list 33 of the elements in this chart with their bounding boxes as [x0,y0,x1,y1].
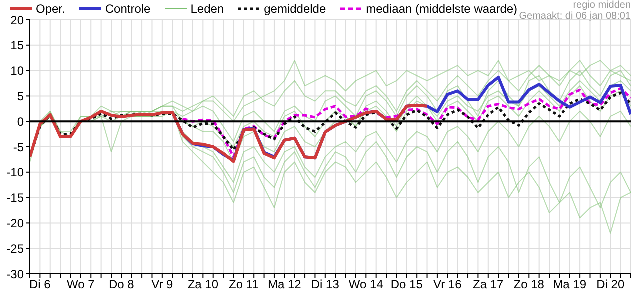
x-tick-label: Di 6 [30,278,52,292]
annotation: Gemaakt: di 06 jan 08:01 [519,11,631,22]
y-tick-label: -20 [6,216,24,230]
x-tick-label: Wo 7 [67,278,96,292]
y-tick-label: -30 [6,267,24,282]
x-tick-label: Ma 19 [553,278,587,292]
legend-label: gemiddelde [264,2,326,16]
y-tick-label: -5 [13,140,24,154]
legend-label: Leden [190,2,224,16]
x-tick-label: Zo 11 [229,278,260,292]
x-tick-label: Do 8 [109,278,135,292]
x-tick-label: Ma 12 [268,278,302,292]
x-tick-label: Zo 18 [514,278,545,292]
x-tick-label: Za 10 [188,278,219,292]
x-tick-label: Vr 16 [434,278,462,292]
x-tick-label: Di 20 [596,278,625,292]
y-tick-label: 10 [10,64,24,78]
y-tick-label: -15 [6,191,24,206]
y-tick-label: -10 [6,166,24,180]
y-tick-label: -25 [6,242,24,256]
y-tick-label: 20 [10,13,24,28]
legend-label: mediaan (middelste waarde) [366,2,518,16]
x-tick-label: Do 15 [390,278,424,292]
x-tick-label: Wo 14 [348,278,384,292]
x-tick-label: Di 13 [311,278,340,292]
y-tick-label: 5 [17,89,24,104]
x-tick-label: Vr 9 [152,278,174,292]
legend-label: Controle [105,2,151,16]
y-tick-label: 15 [10,38,24,53]
legend-label: Oper. [36,2,66,16]
x-tick-label: Za 17 [473,278,504,292]
y-tick-label: 0 [17,114,24,129]
text: regio midden [572,0,631,11]
